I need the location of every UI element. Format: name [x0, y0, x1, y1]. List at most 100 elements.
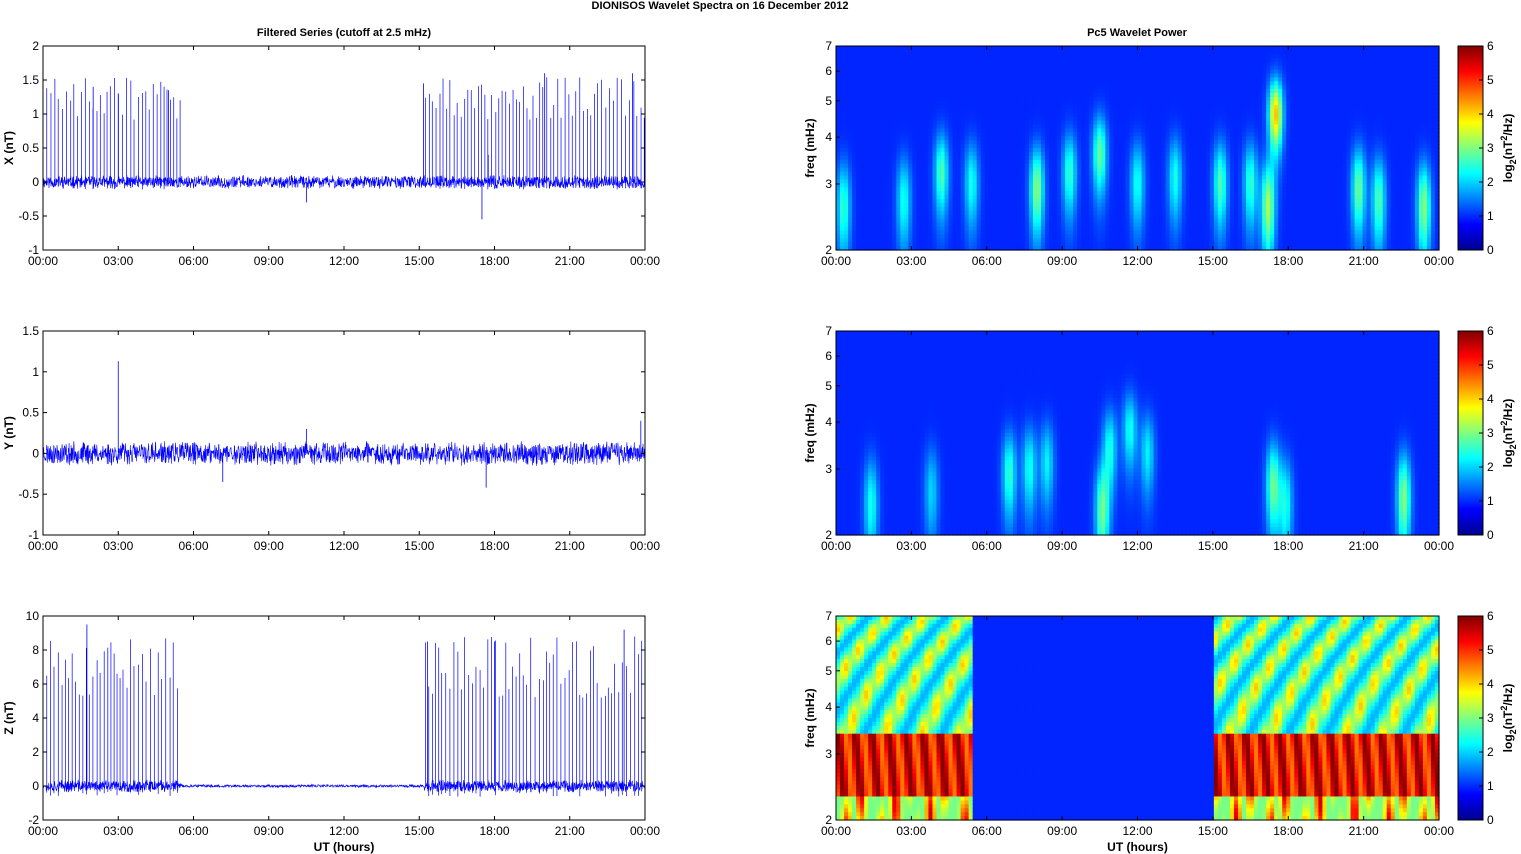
- heatmap-cell: [836, 226, 841, 231]
- heatmap-cell: [916, 77, 922, 82]
- heatmap-cell: [976, 132, 982, 137]
- heatmap-cell: [1004, 155, 1010, 161]
- heatmap-cell: [996, 132, 1002, 137]
- heatmap-cell: [1105, 89, 1110, 94]
- heatmap-cell: [1089, 136, 1094, 141]
- heatmap-cell: [908, 89, 913, 94]
- heatmap-cell: [1037, 112, 1042, 118]
- heatmap-cell: [1101, 57, 1106, 63]
- heatmap-cell: [960, 148, 966, 153]
- heatmap-cell: [1169, 46, 1175, 51]
- heatmap-cell: [1041, 183, 1046, 188]
- heatmap-cell: [1161, 89, 1167, 94]
- heatmap-cell: [920, 108, 926, 114]
- heatmap-cell: [1161, 218, 1167, 224]
- heatmap-cell: [1032, 151, 1038, 157]
- heatmap-cell: [868, 104, 873, 110]
- heatmap-cell: [880, 144, 885, 149]
- heatmap-cell: [988, 112, 994, 118]
- heatmap-cell: [1069, 183, 1074, 188]
- y-tick-label: -1: [28, 528, 39, 542]
- heatmap-cell: [1141, 191, 1147, 196]
- heatmap-cell: [984, 53, 990, 59]
- heatmap-cell: [1065, 179, 1070, 184]
- heatmap-cell: [1105, 242, 1110, 247]
- heatmap-cell: [1133, 238, 1139, 243]
- heatmap-cell: [884, 159, 889, 165]
- heatmap-cell: [980, 128, 986, 133]
- heatmap-cell: [1069, 246, 1074, 251]
- heatmap-cell: [1165, 77, 1171, 82]
- heatmap-cell: [1105, 132, 1110, 137]
- heatmap-cell: [1028, 144, 1034, 149]
- heatmap-cell: [884, 132, 889, 137]
- heatmap-cell: [856, 187, 861, 192]
- heatmap-cell: [852, 159, 857, 165]
- heatmap-cell: [912, 46, 917, 51]
- heatmap-cell: [1069, 97, 1074, 102]
- heatmap-cell: [836, 202, 841, 208]
- heatmap-cell: [880, 191, 885, 196]
- heatmap-cell: [1041, 116, 1046, 122]
- heatmap-cell: [984, 132, 990, 137]
- heatmap-cell: [920, 246, 926, 251]
- heatmap-cell: [1121, 195, 1127, 200]
- heatmap-cell: [1069, 144, 1074, 149]
- heatmap-cell: [1137, 242, 1143, 247]
- heatmap-cell: [1145, 132, 1151, 137]
- heatmap-cell: [976, 175, 982, 180]
- heatmap-cell: [1089, 132, 1094, 137]
- heatmap-cell: [1133, 46, 1139, 51]
- heatmap-cell: [952, 167, 958, 173]
- heatmap-cell: [1177, 53, 1183, 59]
- heatmap-cell: [1133, 49, 1139, 55]
- heatmap-cell: [1045, 116, 1050, 122]
- heatmap-cell: [992, 116, 998, 122]
- heatmap-cell: [892, 199, 897, 204]
- heatmap-cell: [920, 128, 926, 133]
- heatmap-cell: [1028, 163, 1034, 169]
- heatmap-cell: [1061, 57, 1066, 63]
- heatmap-cell: [876, 112, 881, 118]
- heatmap-cell: [908, 104, 913, 110]
- heatmap-cell: [1016, 85, 1022, 90]
- heatmap-cell: [932, 65, 938, 71]
- heatmap-cell: [1081, 171, 1086, 177]
- heatmap-cell: [904, 148, 909, 153]
- heatmap-cell: [1089, 183, 1094, 188]
- heatmap-cell: [1145, 57, 1151, 63]
- heatmap-cell: [956, 175, 962, 180]
- heatmap-cell: [872, 214, 877, 220]
- heatmap-cell: [1081, 89, 1086, 94]
- heatmap-cell: [1149, 116, 1155, 122]
- heatmap-cell: [1137, 61, 1143, 67]
- heatmap-cell: [908, 246, 913, 251]
- heatmap-cell: [1177, 108, 1183, 114]
- heatmap-cell: [1125, 81, 1131, 86]
- heatmap-cell: [864, 65, 869, 71]
- heatmap-cell: [980, 195, 986, 200]
- heatmap-cell: [912, 49, 917, 55]
- heatmap-cell: [1028, 140, 1034, 145]
- heatmap-cell: [1073, 57, 1078, 63]
- heatmap-cell: [972, 226, 978, 231]
- heatmap-cell: [1105, 210, 1110, 216]
- heatmap-cell: [856, 238, 861, 243]
- heatmap-cell: [896, 89, 901, 94]
- heatmap-cell: [892, 191, 897, 196]
- heatmap-cell: [896, 112, 901, 118]
- heatmap-cell: [1141, 234, 1147, 239]
- heatmap-cell: [1089, 49, 1094, 55]
- heatmap-cell: [916, 206, 922, 212]
- heatmap-cell: [912, 195, 917, 200]
- heatmap-cell: [992, 46, 998, 51]
- heatmap-cell: [1153, 191, 1159, 196]
- heatmap-cell: [1133, 61, 1139, 67]
- heatmap-cell: [932, 100, 938, 106]
- heatmap-cell: [1008, 128, 1014, 133]
- heatmap-cell: [1045, 230, 1050, 235]
- left-column-title: Filtered Series (cutoff at 2.5 mHz): [257, 27, 432, 39]
- heatmap-cell: [860, 136, 865, 141]
- heatmap-cell: [1149, 97, 1155, 102]
- heatmap-cell: [1016, 53, 1022, 59]
